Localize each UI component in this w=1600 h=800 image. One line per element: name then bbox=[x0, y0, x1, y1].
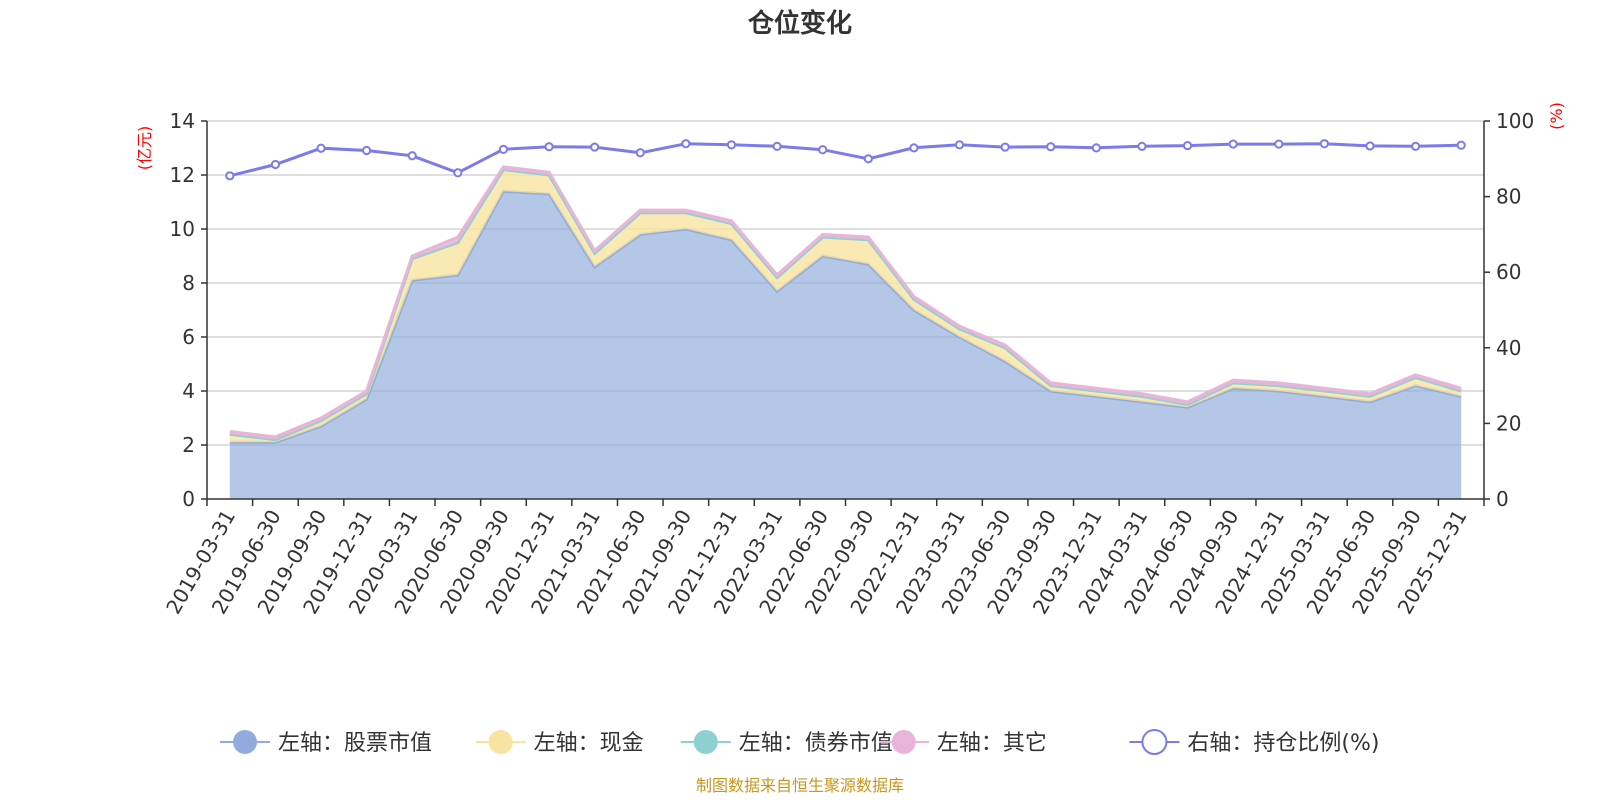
legend-label: 左轴：其它 bbox=[937, 731, 1047, 756]
ratio-line bbox=[225, 139, 1466, 181]
ratio-point bbox=[954, 140, 965, 150]
ratio-point bbox=[316, 143, 326, 153]
ratio-point bbox=[726, 140, 737, 150]
area-series-0 bbox=[229, 191, 1462, 499]
right-axis-tick-label: 80 bbox=[1496, 185, 1521, 209]
left-axis-tick-label: 10 bbox=[170, 217, 195, 241]
ratio-point bbox=[1182, 140, 1193, 151]
ratio-point bbox=[818, 145, 828, 155]
ratio-point bbox=[635, 148, 645, 158]
left-axis-tick-label: 8 bbox=[182, 271, 195, 295]
left-axis-tick-label: 2 bbox=[182, 433, 195, 457]
ratio-point bbox=[270, 159, 281, 170]
ratio-point bbox=[498, 144, 509, 154]
right-axis-unit: (%) bbox=[1547, 102, 1566, 130]
legend-marker bbox=[891, 730, 916, 754]
ratio-point bbox=[1137, 141, 1147, 151]
ratio-point bbox=[863, 154, 873, 164]
legend-label: 左轴：现金 bbox=[534, 731, 644, 756]
ratio-line-path bbox=[229, 142, 1462, 178]
ratio-point bbox=[772, 141, 782, 151]
right-axis-tick-label: 40 bbox=[1496, 336, 1521, 360]
ratio-point bbox=[1000, 142, 1010, 152]
ratio-point bbox=[453, 168, 463, 178]
right-axis-tick-label: 20 bbox=[1496, 411, 1521, 435]
ratio-point bbox=[407, 151, 417, 161]
chart-title: 仓位变化 bbox=[747, 8, 852, 39]
left-axis-unit: (亿元) bbox=[135, 126, 154, 171]
legend-marker bbox=[1141, 729, 1168, 755]
legend: 左轴：股票市值 左轴：现金 左轴：债券市值 左轴：其它 右轴：持仓比例(%) bbox=[220, 729, 1379, 756]
legend-item-0: 左轴：股票市值 bbox=[220, 730, 432, 756]
ratio-point bbox=[1046, 142, 1056, 152]
legend-label: 左轴：股票市值 bbox=[278, 731, 432, 756]
ratio-point bbox=[1410, 141, 1421, 151]
ratio-point bbox=[909, 143, 919, 153]
ratio-point bbox=[362, 145, 372, 156]
ratio-point bbox=[1365, 141, 1375, 151]
left-axis-tick-label: 14 bbox=[170, 109, 195, 133]
data-source-note: 制图数据来自恒生聚源数据库 bbox=[696, 776, 904, 795]
ratio-point bbox=[1456, 140, 1466, 150]
legend-label: 右轴：持仓比例(%) bbox=[1187, 731, 1379, 756]
ratio-point bbox=[590, 142, 600, 152]
ratio-point bbox=[1274, 139, 1284, 149]
ratio-point bbox=[225, 171, 235, 181]
legend-marker bbox=[488, 730, 513, 754]
left-axis-tick-label: 4 bbox=[182, 379, 195, 403]
right-axis-tick-label: 60 bbox=[1496, 260, 1521, 284]
right-axis-tick-label: 0 bbox=[1496, 487, 1509, 511]
left-axis-tick-label: 12 bbox=[170, 163, 195, 187]
ratio-point bbox=[1319, 139, 1329, 149]
stacked-areas bbox=[229, 165, 1462, 499]
ratio-point bbox=[544, 142, 554, 152]
ratio-point bbox=[681, 139, 691, 149]
legend-label: 左轴：债券市值 bbox=[739, 731, 893, 756]
left-axis-tick-label: 6 bbox=[182, 325, 195, 349]
legend-item-2: 左轴：债券市值 bbox=[680, 730, 893, 756]
legend-item-1: 左轴：现金 bbox=[475, 730, 644, 756]
legend-item-4: 右轴：持仓比例(%) bbox=[1129, 729, 1379, 756]
ratio-point bbox=[1228, 139, 1238, 149]
left-axis-tick-label: 0 bbox=[182, 487, 195, 511]
legend-marker bbox=[693, 730, 718, 754]
legend-marker bbox=[233, 730, 257, 754]
legend-item-3: 左轴：其它 bbox=[878, 730, 1047, 756]
right-axis-tick-label: 100 bbox=[1496, 109, 1534, 133]
ratio-point bbox=[1091, 143, 1101, 153]
area-series-edge-3 bbox=[229, 165, 1462, 439]
